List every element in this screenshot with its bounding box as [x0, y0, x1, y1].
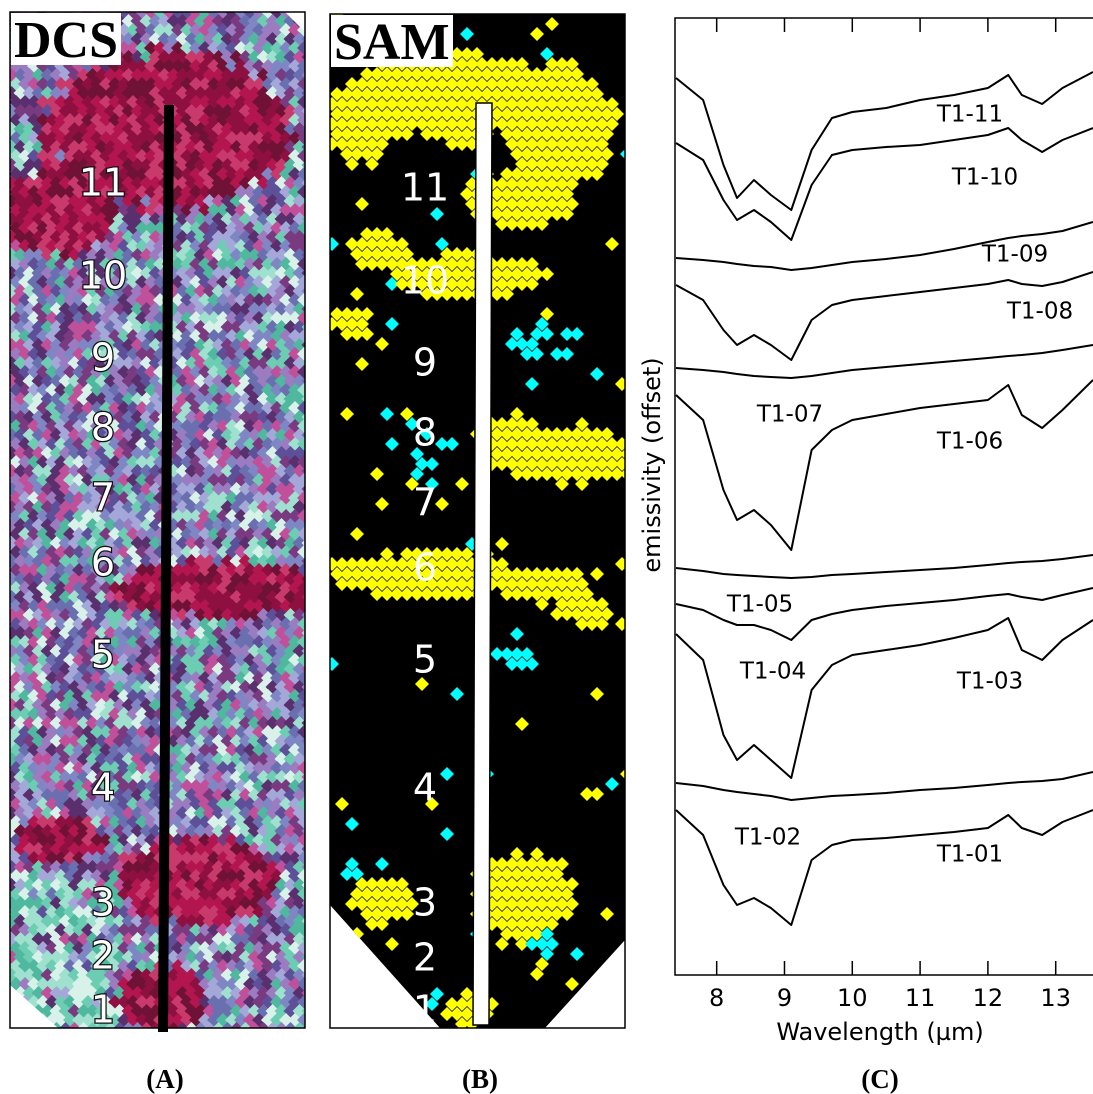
sample-marker: 7: [413, 481, 437, 525]
panel-title: SAM: [334, 14, 450, 71]
x-tick-label: 12: [973, 984, 1004, 1012]
spectrum-line: [676, 380, 1093, 550]
panel-caption: (C): [861, 1064, 898, 1094]
sample-marker: 2: [413, 936, 437, 980]
panel-title: DCS: [14, 12, 118, 69]
series-label: T1-02: [734, 825, 801, 851]
spectrum-line: [676, 772, 1093, 800]
series-label: T1-04: [739, 659, 806, 685]
panel-caption: (A): [146, 1064, 183, 1094]
series-label: T1-09: [981, 242, 1048, 268]
sample-marker: 11: [401, 166, 449, 210]
sample-marker: 8: [91, 406, 115, 450]
panel-b: SAM 11 10 9 8 7 6 5 4 3 2 1: [325, 7, 634, 1032]
spectrum-line: [676, 72, 1093, 210]
sample-marker: 7: [91, 476, 115, 520]
series-label: T1-11: [936, 102, 1003, 128]
sample-marker: 11: [79, 161, 127, 205]
sample-marker: 4: [91, 766, 115, 810]
sample-marker: 1: [413, 988, 437, 1032]
panel-c: Wavelength (µm) emissivity (offset) 8 9 10…: [638, 18, 1093, 1046]
x-tick-label: 8: [709, 984, 724, 1012]
series-label: T1-07: [756, 402, 823, 428]
x-tick-label: 13: [1040, 984, 1071, 1012]
sample-marker: 10: [79, 254, 127, 298]
sample-marker: 6: [413, 546, 437, 590]
series-label: T1-05: [726, 592, 793, 618]
x-tick-label: 10: [837, 984, 868, 1012]
series-label: T1-03: [956, 669, 1023, 695]
x-axis-label: Wavelength (µm): [776, 1018, 983, 1046]
sample-marker: 10: [401, 259, 449, 303]
series-label: T1-06: [936, 429, 1003, 455]
series-label: T1-08: [1006, 299, 1073, 325]
sample-marker: 9: [91, 336, 115, 380]
series-label: T1-10: [951, 165, 1018, 191]
sample-marker: 1: [91, 988, 115, 1032]
series-label: T1-01: [936, 842, 1003, 868]
panel-a: DCS 11 10 9 8 7 6 5 4 3 2 1: [5, 5, 316, 1036]
spectrum-line: [676, 618, 1093, 778]
x-tick-label: 11: [905, 984, 936, 1012]
sample-marker: 3: [91, 881, 115, 925]
panel-caption: (B): [462, 1064, 498, 1094]
sample-marker: 8: [413, 411, 437, 455]
spectrum-line: [676, 345, 1093, 378]
y-axis-label: emissivity (offset): [638, 357, 666, 572]
spectrum-line: [676, 128, 1093, 240]
sample-marker: 6: [91, 541, 115, 585]
sample-marker: 4: [413, 766, 437, 810]
sample-marker: 2: [91, 934, 115, 978]
sample-marker: 3: [413, 881, 437, 925]
x-tick-label: 9: [777, 984, 792, 1012]
transect-line: [473, 103, 492, 1025]
sample-marker: 5: [413, 638, 437, 682]
sample-marker: 5: [91, 633, 115, 677]
spectrum-line: [676, 555, 1093, 578]
sample-marker: 9: [413, 341, 437, 385]
